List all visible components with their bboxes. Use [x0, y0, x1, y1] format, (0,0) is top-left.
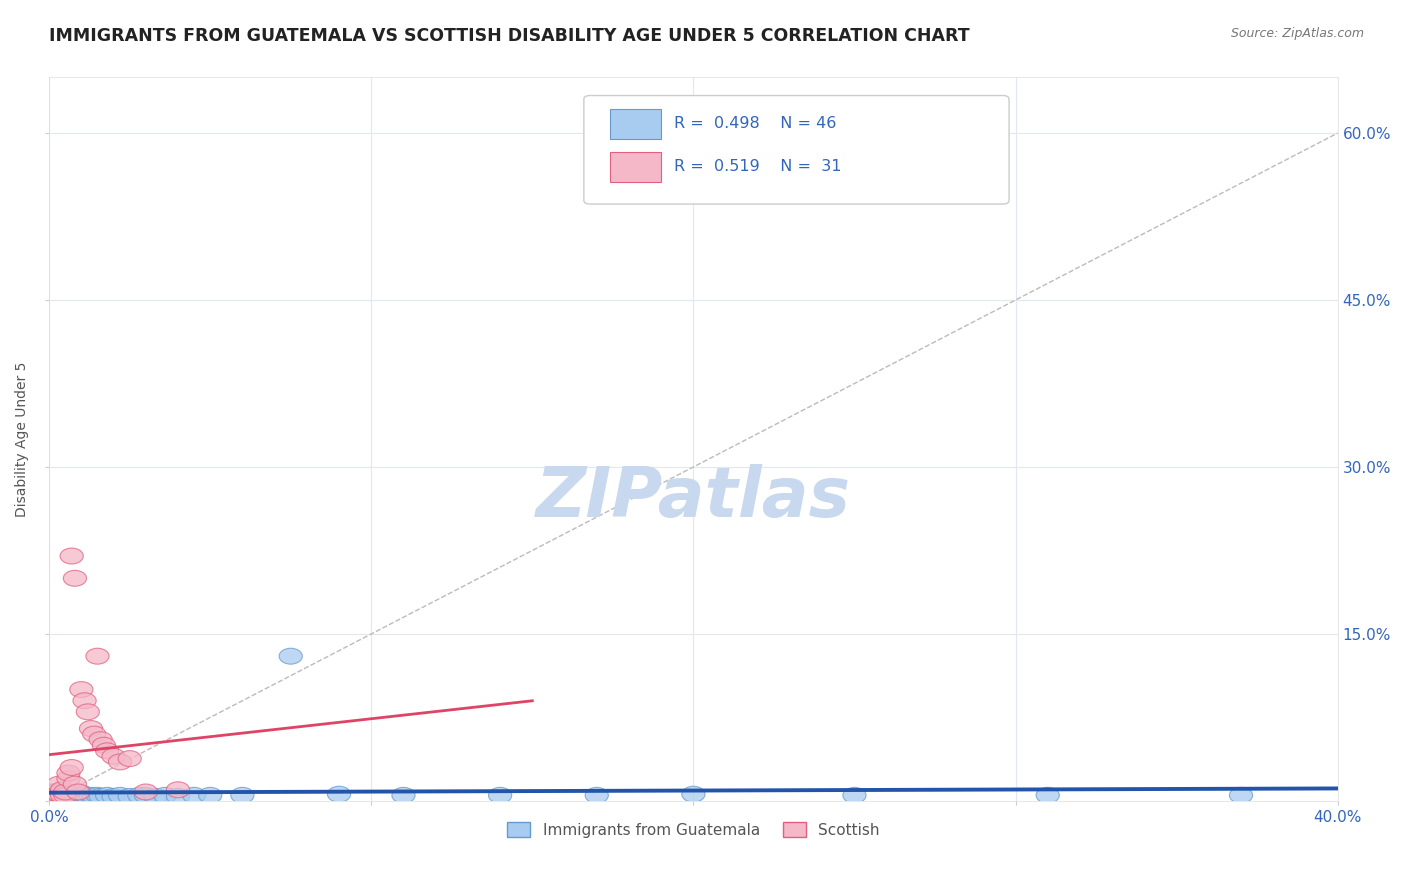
Text: ZIPatlas: ZIPatlas	[536, 464, 851, 531]
Ellipse shape	[56, 785, 80, 801]
Ellipse shape	[44, 788, 67, 804]
Ellipse shape	[89, 731, 112, 747]
Ellipse shape	[56, 771, 80, 787]
Ellipse shape	[66, 789, 90, 805]
Ellipse shape	[682, 786, 704, 802]
Ellipse shape	[166, 789, 190, 805]
Ellipse shape	[51, 781, 73, 797]
Ellipse shape	[60, 759, 83, 775]
Ellipse shape	[63, 570, 87, 586]
Ellipse shape	[41, 788, 63, 804]
Ellipse shape	[118, 789, 141, 805]
Ellipse shape	[60, 548, 83, 564]
Ellipse shape	[73, 788, 96, 804]
Ellipse shape	[86, 648, 110, 665]
Ellipse shape	[108, 754, 132, 770]
Ellipse shape	[83, 789, 105, 805]
Ellipse shape	[89, 789, 112, 805]
Ellipse shape	[153, 788, 177, 804]
Ellipse shape	[44, 784, 67, 800]
Ellipse shape	[41, 784, 63, 800]
Ellipse shape	[166, 781, 190, 797]
Ellipse shape	[183, 788, 205, 804]
Ellipse shape	[63, 788, 87, 804]
Ellipse shape	[143, 789, 167, 805]
Ellipse shape	[53, 789, 77, 805]
Ellipse shape	[134, 784, 157, 800]
Ellipse shape	[198, 788, 222, 804]
Ellipse shape	[280, 648, 302, 665]
Ellipse shape	[51, 788, 73, 804]
Ellipse shape	[53, 788, 77, 804]
FancyBboxPatch shape	[610, 109, 661, 139]
Ellipse shape	[118, 751, 141, 766]
Ellipse shape	[44, 788, 67, 804]
Ellipse shape	[53, 786, 77, 802]
Ellipse shape	[51, 788, 73, 804]
Ellipse shape	[53, 784, 77, 800]
Ellipse shape	[70, 681, 93, 698]
Ellipse shape	[44, 785, 67, 801]
Ellipse shape	[70, 785, 93, 801]
Ellipse shape	[73, 693, 96, 708]
Ellipse shape	[93, 738, 115, 753]
Ellipse shape	[63, 786, 87, 802]
Ellipse shape	[134, 788, 157, 804]
Ellipse shape	[66, 784, 90, 800]
Ellipse shape	[328, 786, 350, 802]
Ellipse shape	[48, 785, 70, 801]
Ellipse shape	[63, 776, 87, 792]
Ellipse shape	[70, 788, 93, 804]
Ellipse shape	[56, 788, 80, 804]
Ellipse shape	[96, 788, 118, 804]
Ellipse shape	[231, 788, 254, 804]
Text: IMMIGRANTS FROM GUATEMALA VS SCOTTISH DISABILITY AGE UNDER 5 CORRELATION CHART: IMMIGRANTS FROM GUATEMALA VS SCOTTISH DI…	[49, 27, 970, 45]
Ellipse shape	[41, 788, 63, 804]
Ellipse shape	[60, 788, 83, 804]
Ellipse shape	[76, 789, 100, 805]
FancyBboxPatch shape	[610, 152, 661, 182]
Ellipse shape	[76, 704, 100, 720]
Ellipse shape	[48, 786, 70, 802]
Ellipse shape	[48, 776, 70, 792]
Ellipse shape	[79, 788, 103, 804]
Text: R =  0.498    N = 46: R = 0.498 N = 46	[673, 116, 837, 130]
Ellipse shape	[1036, 788, 1059, 804]
Ellipse shape	[842, 788, 866, 804]
Ellipse shape	[1229, 788, 1253, 804]
Ellipse shape	[53, 788, 77, 804]
Ellipse shape	[86, 788, 110, 804]
Ellipse shape	[392, 788, 415, 804]
Ellipse shape	[103, 789, 125, 805]
Ellipse shape	[79, 721, 103, 737]
Ellipse shape	[51, 785, 73, 801]
Ellipse shape	[48, 788, 70, 804]
Ellipse shape	[103, 748, 125, 764]
Ellipse shape	[585, 788, 609, 804]
Text: R =  0.519    N =  31: R = 0.519 N = 31	[673, 159, 842, 174]
FancyBboxPatch shape	[583, 95, 1010, 204]
Ellipse shape	[128, 788, 150, 804]
Ellipse shape	[83, 726, 105, 742]
Ellipse shape	[108, 788, 132, 804]
Text: Source: ZipAtlas.com: Source: ZipAtlas.com	[1230, 27, 1364, 40]
Ellipse shape	[488, 788, 512, 804]
Ellipse shape	[96, 743, 118, 759]
Legend: Immigrants from Guatemala, Scottish: Immigrants from Guatemala, Scottish	[502, 815, 886, 844]
Ellipse shape	[56, 765, 80, 781]
Ellipse shape	[60, 785, 83, 801]
Y-axis label: Disability Age Under 5: Disability Age Under 5	[15, 361, 30, 516]
